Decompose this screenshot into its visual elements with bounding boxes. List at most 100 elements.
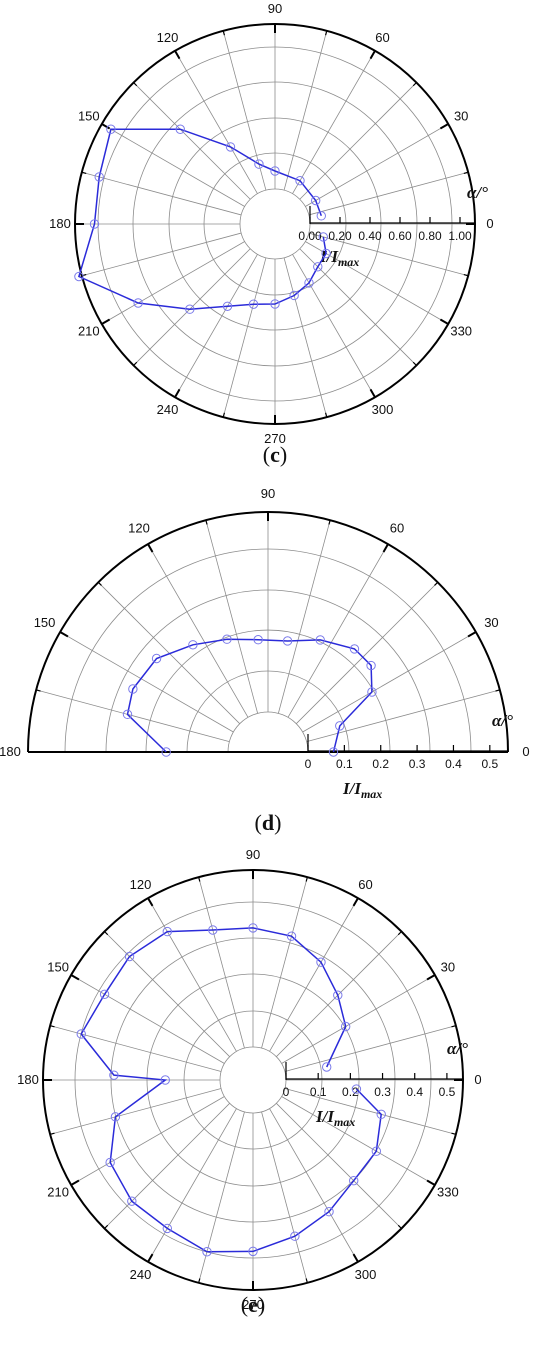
angle-tick-label: 60 xyxy=(390,521,404,536)
angle-tick xyxy=(104,931,109,936)
grid-spoke xyxy=(36,689,230,743)
angle-tick xyxy=(133,82,138,87)
data-point xyxy=(74,271,84,282)
radius-axis-label-sub: max xyxy=(338,255,359,269)
angle-tick-label: 30 xyxy=(484,615,498,630)
grid-spoke xyxy=(101,123,245,207)
data-point xyxy=(248,1246,258,1257)
grid-spoke xyxy=(174,50,258,194)
angle-tick-label: 90 xyxy=(261,486,275,501)
angle-tick xyxy=(133,361,138,366)
angle-tick xyxy=(101,123,111,130)
angle-tick xyxy=(147,1253,154,1263)
radius-axis-label: I/Imax xyxy=(315,1107,355,1129)
data-point xyxy=(161,747,171,757)
grid-spoke xyxy=(104,1103,230,1229)
data-point xyxy=(106,124,116,134)
grid-spoke xyxy=(205,520,259,714)
grid-spoke xyxy=(281,974,436,1064)
grid-spoke xyxy=(283,30,328,191)
angle-tick xyxy=(412,361,417,366)
angle-tick-label: 30 xyxy=(454,109,468,124)
data-point xyxy=(128,684,138,694)
grid-spoke xyxy=(147,1108,237,1263)
grid-spoke xyxy=(269,897,359,1052)
grid-spoke xyxy=(261,1111,308,1283)
angle-tick-label: 240 xyxy=(130,1267,152,1282)
grid-spoke xyxy=(261,877,308,1049)
data-point xyxy=(222,634,232,644)
radius-axis-label-sub: max xyxy=(361,787,382,801)
data-point xyxy=(109,1070,119,1080)
radial-tick-label: 0.2 xyxy=(372,757,389,771)
angle-tick xyxy=(70,974,80,981)
data-point xyxy=(349,1176,359,1186)
grid-spoke xyxy=(287,543,389,718)
grid-spoke xyxy=(81,171,242,216)
angle-tick-label: 270 xyxy=(242,1297,264,1312)
data-point xyxy=(328,747,339,757)
data-point xyxy=(351,1084,362,1094)
data-point xyxy=(366,660,376,671)
series-line xyxy=(77,128,327,310)
angle-tick xyxy=(382,543,389,553)
grid-spoke xyxy=(104,931,230,1057)
angle-tick xyxy=(174,388,181,398)
data-point xyxy=(316,957,326,967)
angle-tick-label: 240 xyxy=(157,402,179,417)
angle-tick xyxy=(36,689,41,692)
angle-tick-label: 120 xyxy=(157,30,179,45)
angle-tick xyxy=(81,274,87,277)
radial-tick-label: 0.3 xyxy=(409,757,426,771)
data-point xyxy=(340,1021,351,1032)
data-point xyxy=(202,1247,212,1257)
radial-tick-label: 0 xyxy=(305,757,312,771)
panel-label: (c) xyxy=(263,442,287,467)
series-line xyxy=(126,638,373,753)
angle-tick-label: 120 xyxy=(130,877,152,892)
grid-spoke xyxy=(133,248,251,366)
radius-axis-label-main: I/I xyxy=(315,1107,335,1126)
angle-tick-label: 60 xyxy=(375,30,389,45)
angle-tick xyxy=(50,1132,55,1135)
radius-axis-label: I/Imax xyxy=(342,779,382,801)
grid-spoke xyxy=(147,543,249,718)
grid-spoke xyxy=(296,582,438,724)
radial-tick-label: 0.5 xyxy=(439,1085,456,1099)
grid-spoke xyxy=(133,82,251,200)
data-point xyxy=(225,142,236,152)
data-point xyxy=(304,278,314,288)
data-point xyxy=(321,1062,332,1072)
radial-tick-label: 0.20 xyxy=(328,229,352,243)
data-point xyxy=(133,298,143,308)
angle-tick xyxy=(439,318,449,325)
data-point xyxy=(248,299,259,309)
angle-tick xyxy=(174,50,181,60)
grid-spoke xyxy=(269,1108,359,1263)
angle-tick-label: 300 xyxy=(355,1267,377,1282)
data-point xyxy=(289,290,299,301)
radial-tick-label: 0.4 xyxy=(445,757,462,771)
angle-tick xyxy=(434,581,439,586)
grid-spoke xyxy=(198,877,245,1049)
data-point xyxy=(270,299,280,309)
angle-tick xyxy=(305,1278,308,1283)
data-point xyxy=(324,1206,334,1217)
grid-spoke xyxy=(305,241,449,325)
angle-tick-label: 180 xyxy=(17,1072,39,1087)
data-point xyxy=(311,195,321,206)
data-point xyxy=(316,211,326,221)
grid-ring xyxy=(219,1046,287,1114)
grid-spoke xyxy=(276,931,402,1057)
data-point xyxy=(208,925,218,935)
angle-tick-label: 210 xyxy=(47,1185,69,1200)
grid-spoke xyxy=(70,1096,225,1186)
data-point xyxy=(333,990,343,1000)
grid-spoke xyxy=(98,582,240,724)
angle-tick xyxy=(463,171,469,174)
grid-spoke xyxy=(299,248,417,366)
data-point xyxy=(318,232,328,242)
angle-tick xyxy=(147,543,154,553)
radial-tick-label: 1.00 xyxy=(448,229,472,243)
